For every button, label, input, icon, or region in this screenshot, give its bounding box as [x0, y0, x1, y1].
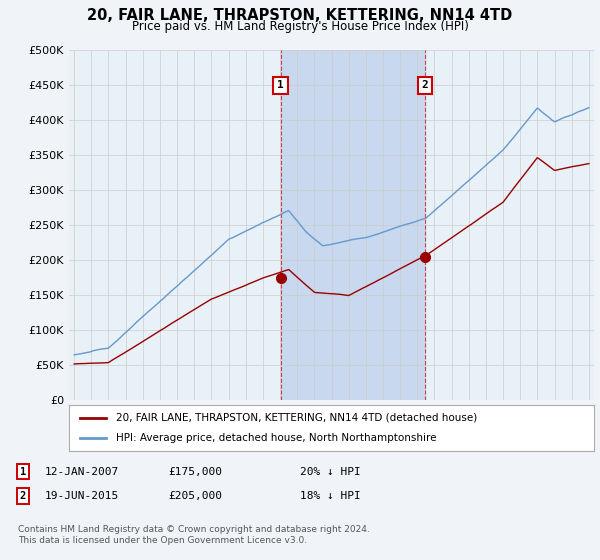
Text: 1: 1	[20, 466, 26, 477]
Text: 20% ↓ HPI: 20% ↓ HPI	[300, 466, 361, 477]
Text: 2: 2	[422, 81, 428, 90]
Text: 2: 2	[20, 491, 26, 501]
Text: £175,000: £175,000	[168, 466, 222, 477]
Text: 19-JUN-2015: 19-JUN-2015	[45, 491, 119, 501]
Text: HPI: Average price, detached house, North Northamptonshire: HPI: Average price, detached house, Nort…	[116, 433, 437, 443]
Text: 1: 1	[277, 81, 284, 90]
Text: 18% ↓ HPI: 18% ↓ HPI	[300, 491, 361, 501]
Text: 12-JAN-2007: 12-JAN-2007	[45, 466, 119, 477]
Text: 20, FAIR LANE, THRAPSTON, KETTERING, NN14 4TD: 20, FAIR LANE, THRAPSTON, KETTERING, NN1…	[88, 8, 512, 24]
Bar	[281, 50, 425, 400]
Text: Price paid vs. HM Land Registry's House Price Index (HPI): Price paid vs. HM Land Registry's House …	[131, 20, 469, 32]
Text: £205,000: £205,000	[168, 491, 222, 501]
Text: 20, FAIR LANE, THRAPSTON, KETTERING, NN14 4TD (detached house): 20, FAIR LANE, THRAPSTON, KETTERING, NN1…	[116, 413, 478, 423]
Text: Contains HM Land Registry data © Crown copyright and database right 2024.
This d: Contains HM Land Registry data © Crown c…	[18, 525, 370, 545]
